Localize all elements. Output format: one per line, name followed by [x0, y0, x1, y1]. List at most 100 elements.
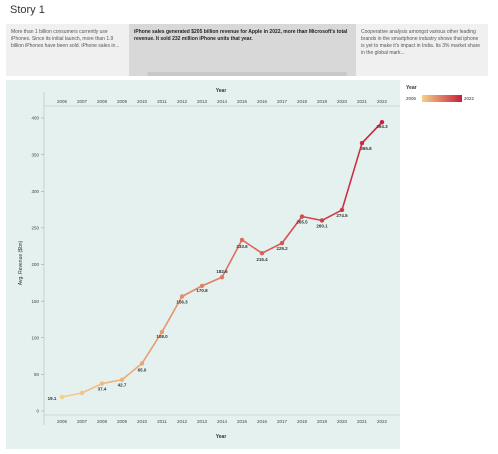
story-point-2[interactable]: iPhone sales generated $205 billion reve…: [129, 24, 356, 76]
x-tick-label-bottom: 2007: [77, 419, 88, 424]
data-point: [159, 329, 165, 335]
data-label: 365.8: [360, 146, 372, 151]
story-navigator: More than 1 billion consumers currently …: [6, 24, 488, 76]
data-point: [299, 214, 305, 219]
x-tick-label-top: 2022: [377, 99, 388, 104]
x-tick-label-bottom: 2006: [57, 419, 68, 424]
x-tick-label-bottom: 2014: [217, 419, 228, 424]
data-point: [99, 381, 105, 386]
y-axis-label: Avg. Revenue ($bn): [18, 240, 24, 285]
x-tick-label-top: 2013: [197, 99, 208, 104]
x-tick-label-top: 2010: [137, 99, 148, 104]
data-point: [339, 207, 345, 213]
line-segment: [301, 215, 323, 222]
line-segment: [81, 382, 103, 394]
chart-panel: Year Year Avg. Revenue ($bn) 0 50 100 150 20…: [6, 80, 488, 449]
x-tick-label-bottom: 2010: [137, 419, 148, 424]
story-point-3[interactable]: Cooperative analysis amongst various oth…: [356, 24, 488, 76]
x-tick-label-bottom: 2011: [157, 419, 167, 424]
data-point: [379, 119, 385, 125]
line-segment: [101, 378, 123, 385]
x-tick-label-top: 2017: [277, 99, 288, 104]
line-chart: Year Year Avg. Revenue ($bn) 0 50 100 150 20…: [18, 80, 488, 449]
x-tick-label-bottom: 2008: [97, 419, 108, 424]
story-point-1[interactable]: More than 1 billion consumers currently …: [6, 24, 129, 76]
x-tick-label-top: 2008: [97, 99, 108, 104]
x-tick-label-top: 2019: [317, 99, 328, 104]
data-label: 265.5: [296, 220, 308, 225]
data-label: 215.4: [256, 257, 268, 262]
x-tick-label-bottom: 2022: [377, 419, 388, 424]
y-tick-label: 50: [34, 372, 40, 377]
data-label: 108.0: [156, 334, 168, 339]
data-label: 42.7: [118, 383, 127, 388]
x-axis-label-top: Year: [216, 88, 227, 94]
data-label: 156.3: [176, 300, 188, 305]
x-tick-label-top: 2021: [357, 99, 368, 104]
data-label: 37.4: [98, 387, 107, 392]
x-tick-label-top: 2007: [77, 99, 88, 104]
x-tick-label-bottom: 2015: [237, 419, 248, 424]
data-label: 229.2: [276, 246, 288, 251]
data-label: 233.6: [236, 244, 248, 249]
line-segment: [341, 142, 363, 211]
x-tick-label-top: 2012: [177, 99, 188, 104]
data-point: [239, 237, 245, 243]
y-tick-label: 350: [31, 152, 39, 157]
x-tick-label-top: 2020: [337, 99, 348, 104]
line-segment: [181, 285, 203, 298]
x-tick-label-bottom: 2009: [117, 419, 128, 424]
line-segment: [361, 121, 383, 144]
series-line: [62, 122, 382, 397]
y-tick-label: 400: [31, 116, 39, 121]
data-point: [119, 377, 125, 382]
x-tick-label-bottom: 2021: [357, 419, 368, 424]
x-tick-label-top: 2009: [117, 99, 128, 104]
data-point: [179, 294, 185, 299]
story-title: Story 1: [10, 4, 45, 16]
data-point: [319, 218, 325, 223]
data-point: [139, 361, 145, 366]
legend-max-label: 2022: [464, 96, 475, 101]
data-label: 170.8: [196, 288, 208, 293]
legend-min-label: 2006: [406, 96, 417, 101]
data-label: 394.3: [376, 124, 388, 129]
x-tick-label-bottom: 2018: [297, 419, 308, 424]
data-label: 274.5: [336, 213, 348, 218]
data-point: [219, 275, 225, 280]
line-segment: [61, 392, 83, 398]
data-point: [79, 390, 85, 396]
y-tick-label: 200: [31, 262, 39, 267]
x-tick-label-bottom: 2016: [257, 419, 268, 424]
x-tick-label-bottom: 2013: [197, 419, 208, 424]
y-tick-label: 300: [31, 189, 39, 194]
y-tick-label: 0: [36, 409, 39, 414]
x-tick-label-top: 2018: [297, 99, 308, 104]
line-segment: [221, 239, 243, 279]
line-segment: [161, 295, 183, 333]
x-tick-label-top: 2006: [57, 99, 68, 104]
data-label: 260.1: [316, 223, 328, 228]
y-tick-label: 100: [31, 335, 39, 340]
line-segment: [201, 276, 223, 287]
legend-title: Year: [406, 85, 417, 91]
data-label: 65.0: [138, 367, 147, 372]
line-segment: [141, 331, 163, 365]
data-point: [199, 283, 205, 289]
data-point: [259, 251, 265, 256]
data-label: 19.1: [48, 396, 57, 401]
x-tick-label-bottom: 2019: [317, 419, 328, 424]
legend-panel: [400, 80, 488, 449]
x-tick-label-bottom: 2012: [177, 419, 188, 424]
data-label: 182.6: [216, 269, 228, 274]
legend-color-ramp: [422, 95, 462, 102]
x-tick-label-top: 2014: [217, 99, 228, 104]
navigator-scrollbar[interactable]: [147, 72, 347, 76]
line-segment: [241, 239, 263, 255]
x-tick-label-top: 2015: [237, 99, 248, 104]
x-axis-label-bottom: Year: [216, 434, 227, 440]
line-segment: [281, 215, 303, 244]
x-tick-label-bottom: 2020: [337, 419, 348, 424]
y-tick-label: 250: [31, 226, 39, 231]
line-segment: [121, 362, 143, 381]
